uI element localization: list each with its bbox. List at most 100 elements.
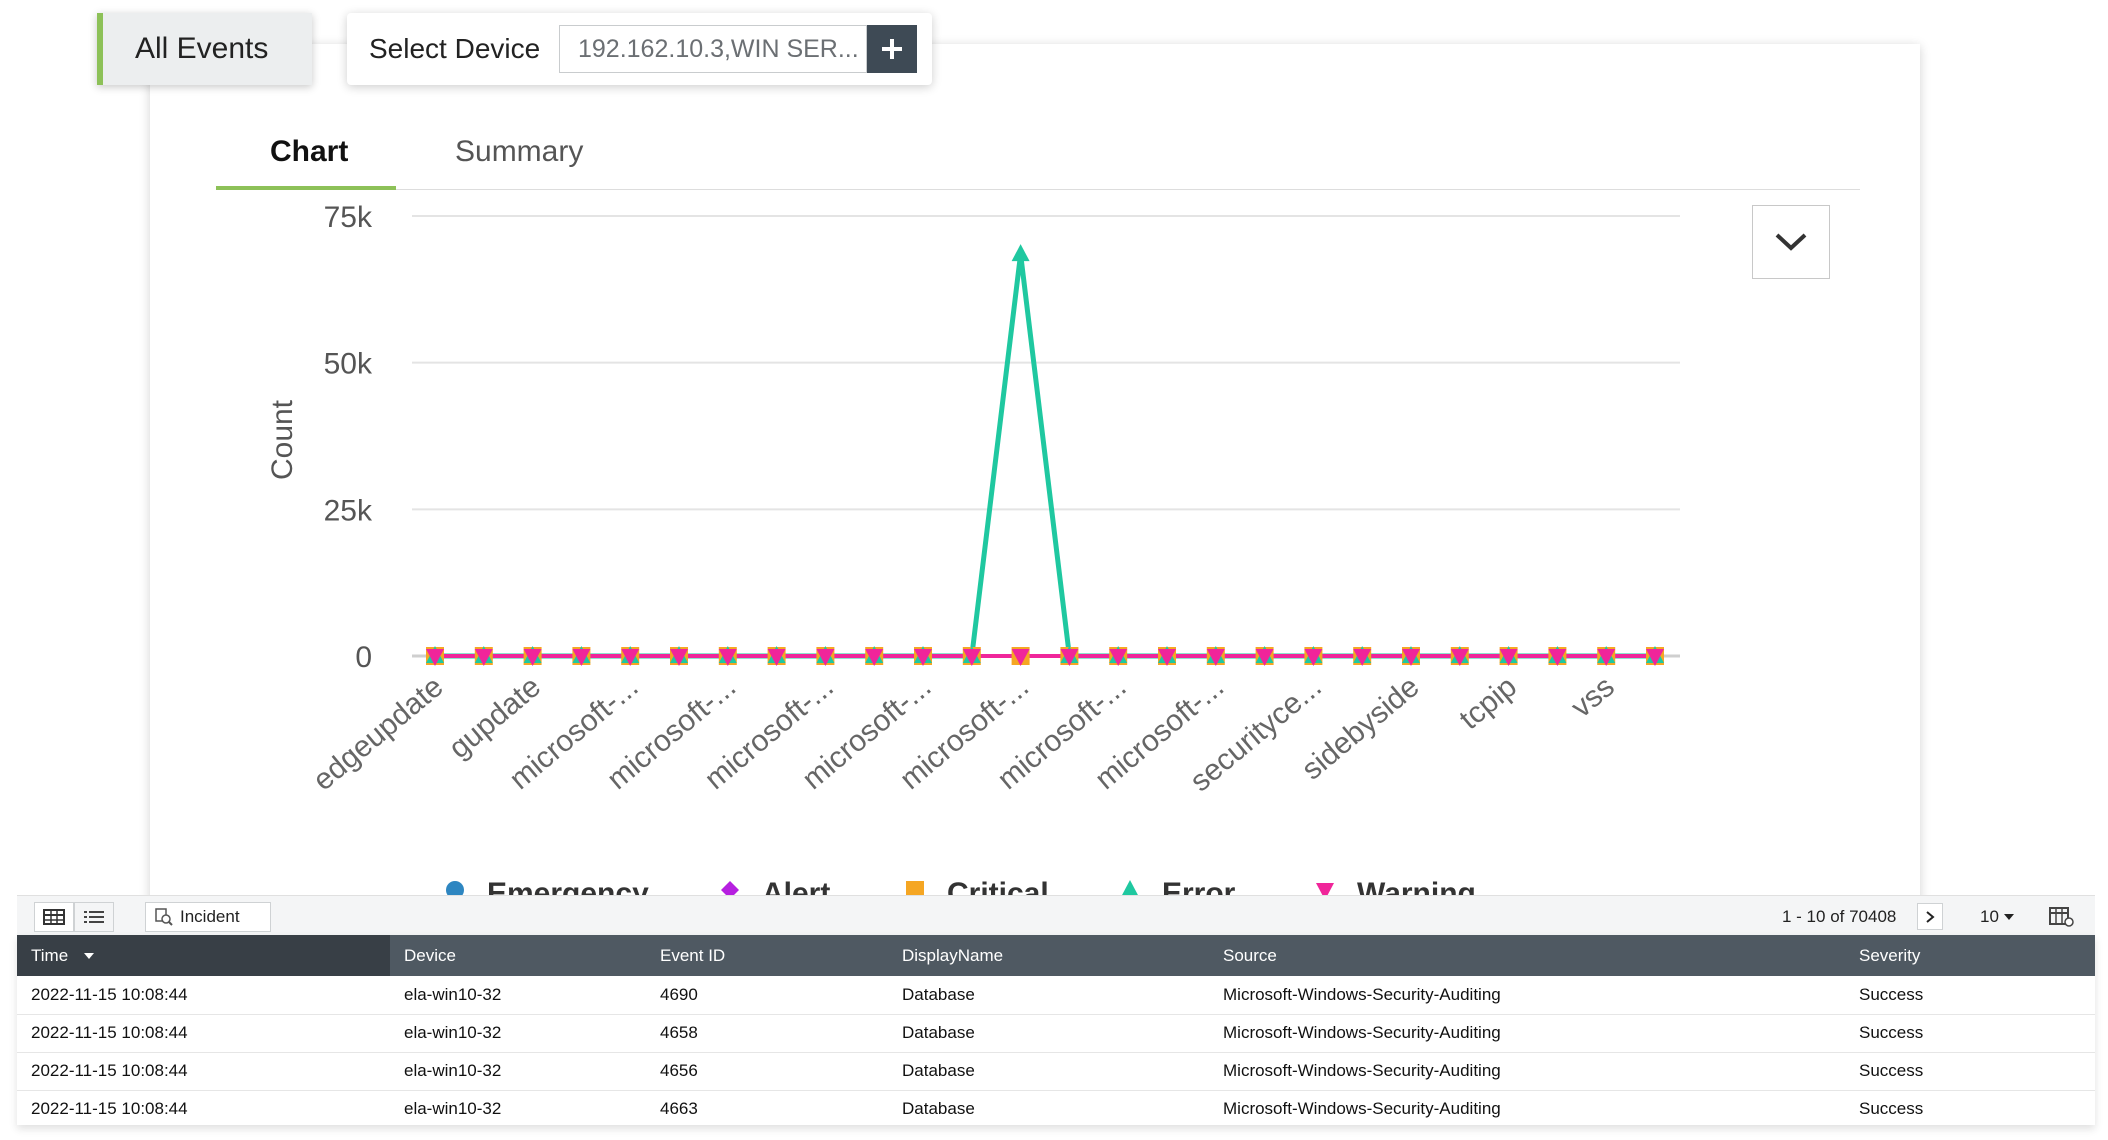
y-axis-label: Count bbox=[266, 399, 299, 480]
plus-icon bbox=[882, 39, 902, 59]
x-tick-label: vss bbox=[1565, 670, 1621, 724]
data-point-warning[interactable] bbox=[962, 649, 981, 666]
data-point-warning[interactable] bbox=[1450, 649, 1469, 666]
y-tick-label: 0 bbox=[355, 641, 372, 674]
select-device-card: Select Device 192.162.10.3,WIN SER... bbox=[347, 13, 932, 85]
cell-source: Microsoft-Windows-Security-Auditing bbox=[1209, 976, 1845, 1015]
all-events-label: All Events bbox=[135, 32, 269, 65]
y-tick-label: 25k bbox=[324, 494, 373, 527]
table-row[interactable]: 2022-11-15 10:08:44 ela-win10-32 4656 Da… bbox=[17, 1052, 2095, 1091]
cell-event-id: 4663 bbox=[646, 1090, 888, 1125]
pagination-text: 1 - 10 of 70408 bbox=[1782, 907, 1897, 926]
table-view-icon bbox=[43, 909, 65, 925]
tab-summary[interactable]: Summary bbox=[455, 135, 584, 168]
legend-marker-warning[interactable] bbox=[1316, 883, 1334, 895]
data-point-warning[interactable] bbox=[1158, 649, 1176, 666]
add-device-button[interactable] bbox=[867, 25, 917, 73]
column-settings-button[interactable] bbox=[2047, 904, 2077, 930]
tab-chart[interactable]: Chart bbox=[270, 135, 349, 168]
cell-device: ela-win10-32 bbox=[390, 976, 646, 1015]
data-point-warning[interactable] bbox=[621, 649, 640, 666]
data-point-warning[interactable] bbox=[1402, 649, 1420, 666]
sort-desc-icon bbox=[83, 953, 94, 960]
all-events-tab[interactable]: All Events bbox=[97, 13, 312, 85]
column-header-event-id[interactable]: Event ID bbox=[660, 945, 726, 965]
data-point-warning[interactable] bbox=[523, 649, 542, 666]
y-tick-label: 50k bbox=[324, 348, 373, 381]
events-table: Time Device Event ID DisplayName Source … bbox=[17, 935, 2095, 1125]
cell-device: ela-win10-32 bbox=[390, 1014, 646, 1053]
legend-item-warning[interactable]: Warning bbox=[1316, 877, 1476, 895]
data-point-warning[interactable] bbox=[1206, 649, 1225, 666]
tab-divider bbox=[216, 189, 1860, 190]
cell-display-name: Database bbox=[888, 1014, 1209, 1053]
legend-marker-critical[interactable] bbox=[906, 881, 924, 895]
cell-display-name: Database bbox=[888, 976, 1209, 1015]
column-header-severity[interactable]: Severity bbox=[1859, 945, 1921, 965]
table-row[interactable]: 2022-11-15 10:08:44 ela-win10-32 4663 Da… bbox=[17, 1090, 2095, 1125]
table-row[interactable]: 2022-11-15 10:08:44 ela-win10-32 4658 Da… bbox=[17, 1014, 2095, 1053]
data-point-warning[interactable] bbox=[816, 649, 835, 666]
data-point-warning[interactable] bbox=[474, 649, 493, 666]
incident-button[interactable]: Incident bbox=[145, 902, 271, 932]
legend-marker-alert[interactable] bbox=[721, 881, 739, 895]
select-device-label: Select Device bbox=[369, 33, 541, 64]
column-settings-icon bbox=[2049, 907, 2074, 927]
legend-item-error[interactable]: Error bbox=[1121, 877, 1236, 895]
data-point-warning[interactable] bbox=[572, 649, 591, 666]
data-point-warning[interactable] bbox=[865, 649, 884, 666]
chevron-right-icon bbox=[1926, 910, 1935, 923]
column-header-source[interactable]: Source bbox=[1223, 945, 1277, 965]
incident-search-icon bbox=[155, 908, 173, 926]
data-point-warning[interactable] bbox=[1304, 649, 1323, 666]
data-point-warning[interactable] bbox=[1646, 649, 1664, 666]
cell-event-id: 4658 bbox=[646, 1014, 888, 1053]
table-row[interactable]: 2022-11-15 10:08:44 ela-win10-32 4690 Da… bbox=[17, 976, 2095, 1015]
grid-view-button[interactable] bbox=[34, 902, 74, 932]
data-point-warning[interactable] bbox=[426, 649, 444, 666]
cell-event-id: 4656 bbox=[646, 1052, 888, 1091]
data-point-warning[interactable] bbox=[767, 649, 786, 666]
device-select-field[interactable]: 192.162.10.3,WIN SER... bbox=[559, 25, 867, 73]
series-line-error bbox=[435, 253, 1655, 659]
legend-item-alert[interactable]: Alert bbox=[721, 877, 830, 895]
data-point-warning[interactable] bbox=[1597, 649, 1616, 666]
data-point-warning[interactable] bbox=[1353, 649, 1372, 666]
column-header-device[interactable]: Device bbox=[404, 945, 456, 965]
data-point-warning[interactable] bbox=[1548, 649, 1567, 666]
list-view-button[interactable] bbox=[74, 902, 114, 932]
data-point-warning[interactable] bbox=[1255, 649, 1274, 666]
cell-time: 2022-11-15 10:08:44 bbox=[17, 1090, 390, 1125]
list-view-icon bbox=[84, 911, 104, 923]
legend-item-emergency[interactable]: Emergency bbox=[446, 877, 649, 895]
next-page-button[interactable] bbox=[1917, 903, 1943, 930]
column-header-time[interactable]: Time bbox=[17, 935, 390, 976]
chart-options-button[interactable] bbox=[1752, 205, 1830, 279]
cell-severity: Success bbox=[1845, 976, 2095, 1015]
data-point-warning[interactable] bbox=[1060, 649, 1079, 666]
chevron-down-icon bbox=[1775, 233, 1807, 251]
legend-marker-emergency[interactable] bbox=[446, 881, 464, 895]
y-tick-label: 75k bbox=[324, 201, 373, 234]
data-point-warning[interactable] bbox=[1011, 649, 1030, 666]
legend-marker-error[interactable] bbox=[1121, 880, 1139, 895]
data-point-warning[interactable] bbox=[718, 649, 737, 666]
legend-item-critical[interactable]: Critical bbox=[906, 877, 1049, 895]
table-header-row: Time Device Event ID DisplayName Source … bbox=[17, 935, 2095, 976]
chart-panel bbox=[150, 44, 1920, 904]
data-point-warning[interactable] bbox=[914, 649, 932, 666]
legend-label: Error bbox=[1162, 877, 1236, 895]
data-point-warning[interactable] bbox=[670, 649, 688, 666]
cell-time: 2022-11-15 10:08:44 bbox=[17, 1014, 390, 1053]
incident-label: Incident bbox=[180, 907, 240, 926]
legend-label: Warning bbox=[1357, 877, 1476, 895]
active-tab-indicator bbox=[216, 186, 396, 190]
rows-per-page-select[interactable]: 10 bbox=[1980, 907, 2015, 927]
data-point-warning[interactable] bbox=[1499, 649, 1518, 666]
data-point-warning[interactable] bbox=[1109, 649, 1128, 666]
column-header-display-name[interactable]: DisplayName bbox=[902, 945, 1004, 965]
cell-severity: Success bbox=[1845, 1014, 2095, 1053]
data-point-error[interactable] bbox=[1011, 244, 1030, 262]
